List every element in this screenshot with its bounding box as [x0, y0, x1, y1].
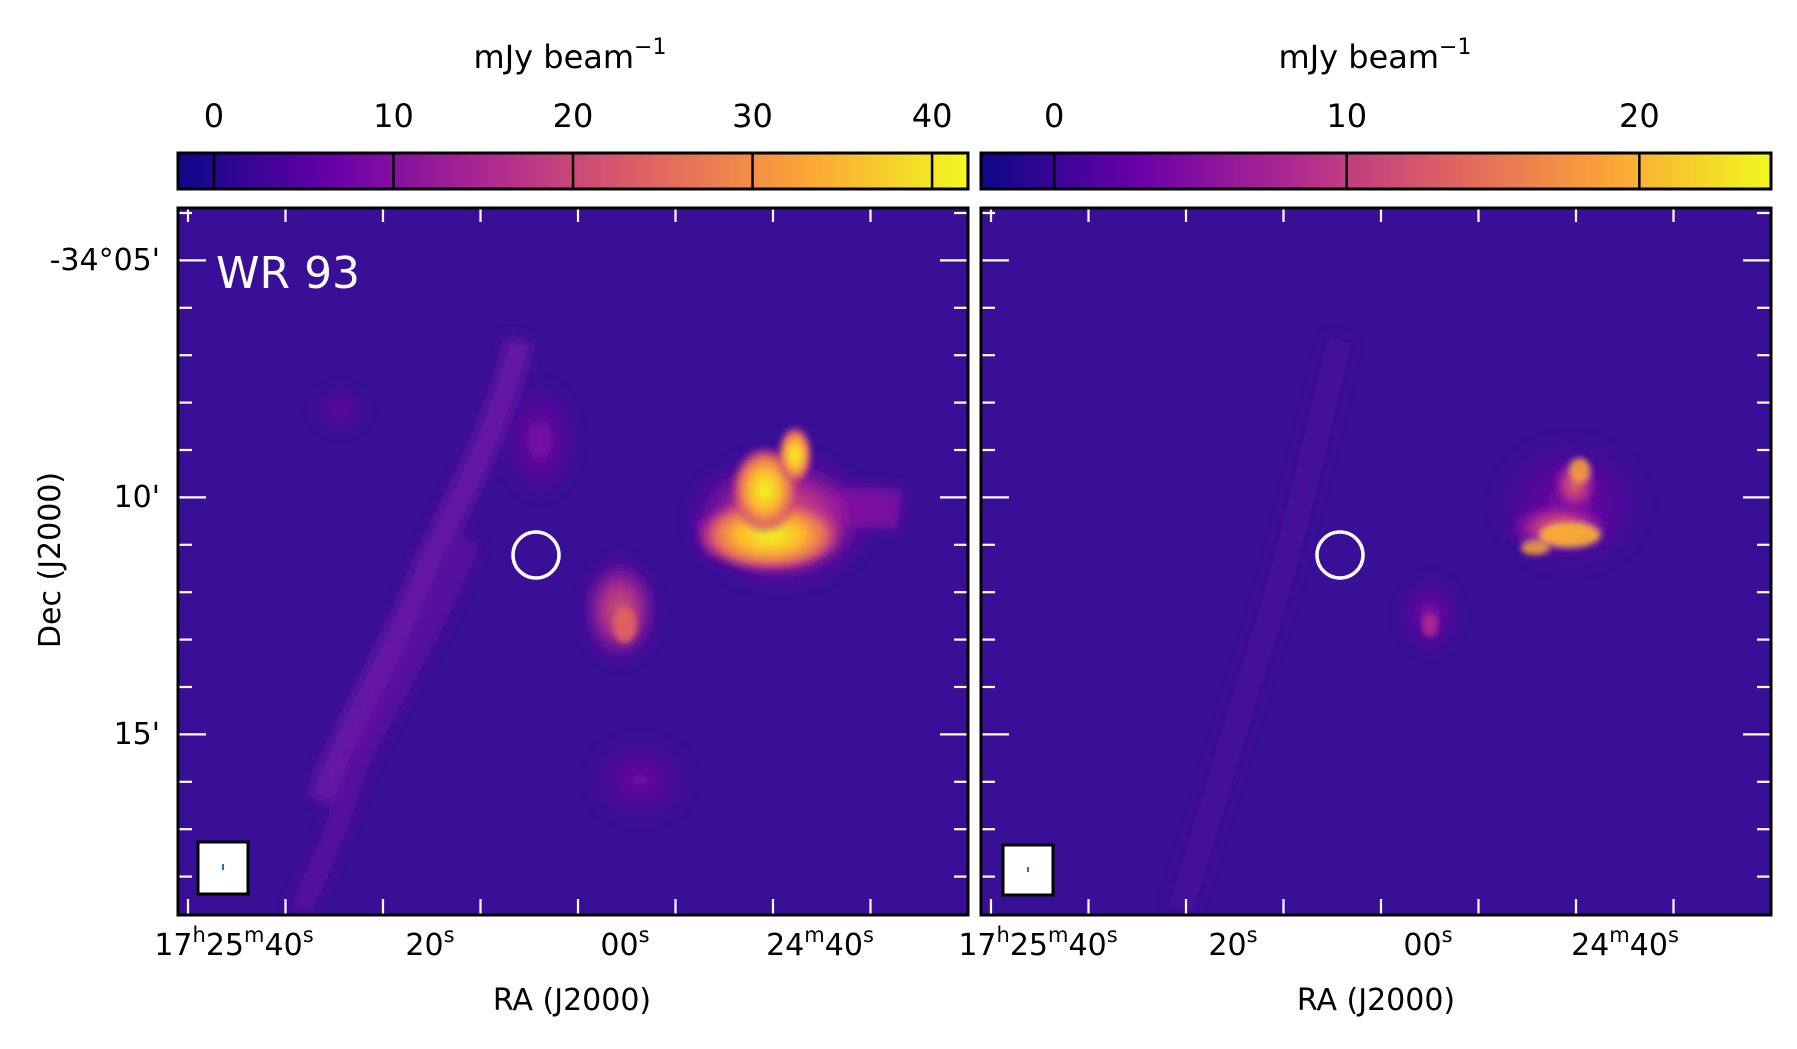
svg-text:20s: 20s — [1208, 923, 1257, 963]
right-star-circle-marker — [1315, 530, 1365, 580]
left-colorbar-tick-label-1: 10 — [373, 97, 414, 135]
svg-text:24m40s: 24m40s — [1571, 923, 1679, 963]
svg-text:17h25m40s: 17h25m40s — [958, 923, 1117, 963]
left-colorbar-tick-label-3: 30 — [732, 97, 773, 135]
left-y-tick-labels: -34°05' 10' 15' — [50, 243, 160, 752]
right-x-tick-labels: 17h25m40s 20s 00s 24m40s — [958, 923, 1679, 963]
svg-text:-34°05': -34°05' — [50, 243, 160, 278]
left-colorbar-tick-label-4: 40 — [912, 97, 953, 135]
left-panel: mJy beam−1 0 10 20 30 40 — [33, 35, 970, 1018]
right-colorbar-label: mJy beam−1 — [1279, 35, 1472, 76]
left-map-image — [178, 208, 968, 915]
svg-text:00s: 00s — [600, 923, 649, 963]
svg-text:24m40s: 24m40s — [766, 923, 874, 963]
right-colorbar-tick-label-0: 0 — [1044, 97, 1064, 135]
right-map-image — [981, 208, 1771, 915]
svg-text:15': 15' — [114, 717, 160, 752]
left-star-circle-marker — [511, 530, 561, 580]
left-y-axis-label: Dec (J2000) — [33, 472, 68, 648]
left-x-axis-label: RA (J2000) — [493, 983, 651, 1018]
svg-text:20s: 20s — [405, 923, 454, 963]
right-colorbar — [981, 153, 1771, 189]
left-colorbar-ticks: 0 10 20 30 40 — [204, 97, 953, 189]
left-x-tick-labels: 17h25m40s 20s 00s 24m40s — [154, 923, 874, 963]
right-colorbar-ticks: 0 10 20 — [1044, 97, 1660, 189]
right-x-axis-label: RA (J2000) — [1297, 983, 1455, 1018]
right-colorbar-tick-label-1: 10 — [1326, 97, 1367, 135]
left-map-ticks — [178, 208, 968, 915]
left-colorbar-tick-label-2: 20 — [553, 97, 594, 135]
left-colorbar-label: mJy beam−1 — [474, 35, 667, 76]
right-colorbar-tick-label-2: 20 — [1619, 97, 1660, 135]
svg-text:10': 10' — [114, 480, 160, 515]
right-panel: mJy beam−1 0 10 20 — [958, 35, 1773, 1018]
right-map-ticks — [981, 208, 1771, 915]
left-panel-label: WR 93 — [216, 248, 360, 299]
left-colorbar-tick-label-0: 0 — [204, 97, 224, 135]
svg-text:17h25m40s: 17h25m40s — [154, 923, 313, 963]
svg-text:00s: 00s — [1403, 923, 1452, 963]
